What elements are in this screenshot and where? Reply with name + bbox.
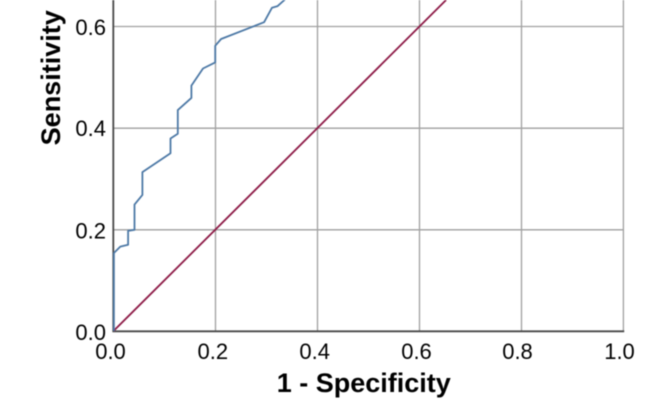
svg-text:0.0: 0.0	[75, 320, 106, 345]
svg-text:0.2: 0.2	[198, 339, 229, 364]
svg-text:1 - Specificity: 1 - Specificity	[277, 368, 451, 398]
svg-text:0.6: 0.6	[401, 339, 432, 364]
svg-text:Sensitivity: Sensitivity	[36, 10, 66, 145]
svg-text:1.0: 1.0	[604, 339, 635, 364]
svg-text:0.6: 0.6	[75, 15, 106, 40]
svg-text:0.2: 0.2	[75, 218, 106, 243]
svg-text:0.4: 0.4	[75, 116, 106, 141]
svg-text:0.0: 0.0	[95, 339, 126, 364]
svg-text:0.4: 0.4	[299, 339, 330, 364]
svg-text:0.8: 0.8	[502, 339, 533, 364]
